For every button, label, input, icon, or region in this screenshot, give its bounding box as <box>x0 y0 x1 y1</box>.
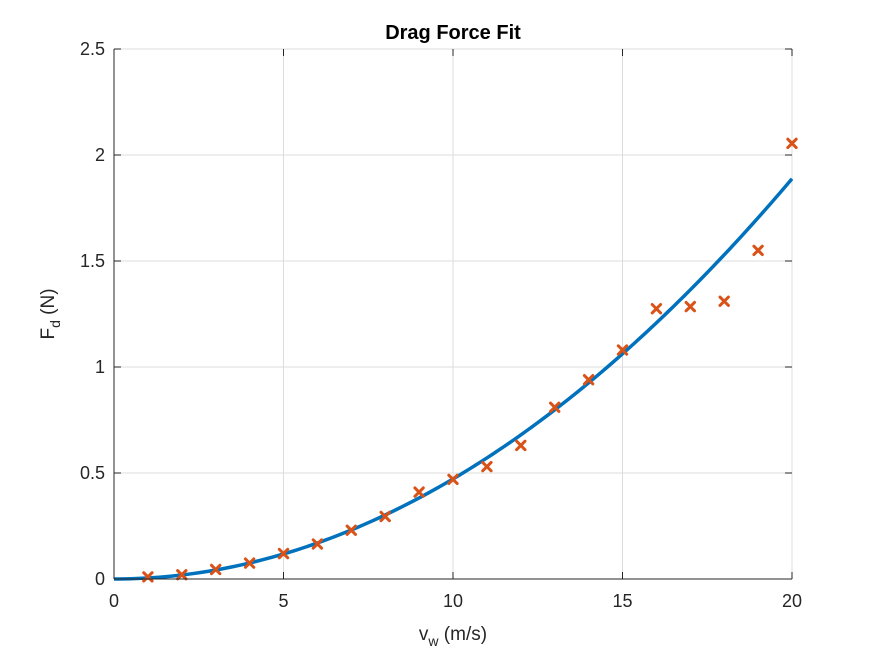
axes <box>113 48 793 580</box>
marker-stroke <box>684 300 696 313</box>
data-point-marker <box>210 563 222 576</box>
data-point-marker <box>413 486 425 498</box>
marker-stroke <box>515 439 527 452</box>
data-point-marker <box>277 547 290 560</box>
marker-stroke <box>142 571 154 583</box>
data-point-marker <box>549 401 561 413</box>
marker-stroke <box>345 524 357 536</box>
marker-stroke <box>752 244 764 257</box>
marker-stroke <box>243 557 256 569</box>
data-point-marker <box>311 538 324 550</box>
data-point-marker <box>650 303 663 315</box>
y-tick-label: 1.5 <box>80 251 105 271</box>
marker-stroke <box>413 486 425 498</box>
x-tick-label: 0 <box>109 591 119 611</box>
x-tick-label: 5 <box>278 591 288 611</box>
y-axis-title-main: F <box>38 328 59 340</box>
y-axis-title-units: (N) <box>38 288 59 320</box>
y-tick-label: 0.5 <box>80 463 105 483</box>
marker-stroke <box>176 569 188 581</box>
marker-stroke <box>210 563 222 576</box>
data-point-marker <box>379 510 391 523</box>
data-point-marker <box>447 473 459 486</box>
data-point-marker <box>786 137 798 150</box>
marker-stroke <box>650 303 663 315</box>
x-axis-title-main: v <box>419 624 429 645</box>
data-point-marker <box>718 295 730 307</box>
marker-stroke <box>311 538 324 550</box>
data-point-marker <box>616 344 629 356</box>
data-point-marker <box>582 374 595 386</box>
x-tick-label: 20 <box>782 591 802 611</box>
y-tick-label: 0 <box>95 569 105 589</box>
data-point-marker <box>243 557 256 569</box>
data-point-marker <box>752 244 764 257</box>
data-point-marker <box>481 460 493 473</box>
marker-stroke <box>447 473 459 486</box>
x-tick-label: 15 <box>612 591 632 611</box>
chart-title: Drag Force Fit <box>385 22 521 44</box>
x-axis-title-subscript: w <box>427 633 439 649</box>
x-axis-title-units: (m/s) <box>439 624 488 645</box>
marker-stroke <box>481 460 493 473</box>
y-axis-title: Fd (N) <box>38 288 63 339</box>
data-point-marker <box>176 569 188 581</box>
marker-stroke <box>582 374 595 386</box>
y-axis-title-subscript: d <box>47 320 63 328</box>
data-series <box>113 137 798 583</box>
tick-labels: 0 5 10 15 20 0 0.5 1 1.5 2 2.5 <box>80 39 802 611</box>
y-tick-label: 1 <box>95 357 105 377</box>
x-tick-label: 10 <box>443 591 463 611</box>
marker-stroke <box>549 401 561 413</box>
marker-stroke <box>277 547 290 560</box>
data-point-marker <box>515 439 527 452</box>
x-axis-title: vw (m/s) <box>419 624 487 649</box>
data-point-marker <box>142 571 154 583</box>
marker-stroke <box>616 344 629 356</box>
marker-stroke <box>718 295 730 307</box>
data-point-marker <box>684 300 696 313</box>
marker-stroke <box>379 510 391 523</box>
data-point-marker <box>345 524 357 536</box>
marker-stroke <box>786 137 798 150</box>
y-tick-label: 2 <box>95 145 105 165</box>
y-tick-label: 2.5 <box>80 39 105 59</box>
